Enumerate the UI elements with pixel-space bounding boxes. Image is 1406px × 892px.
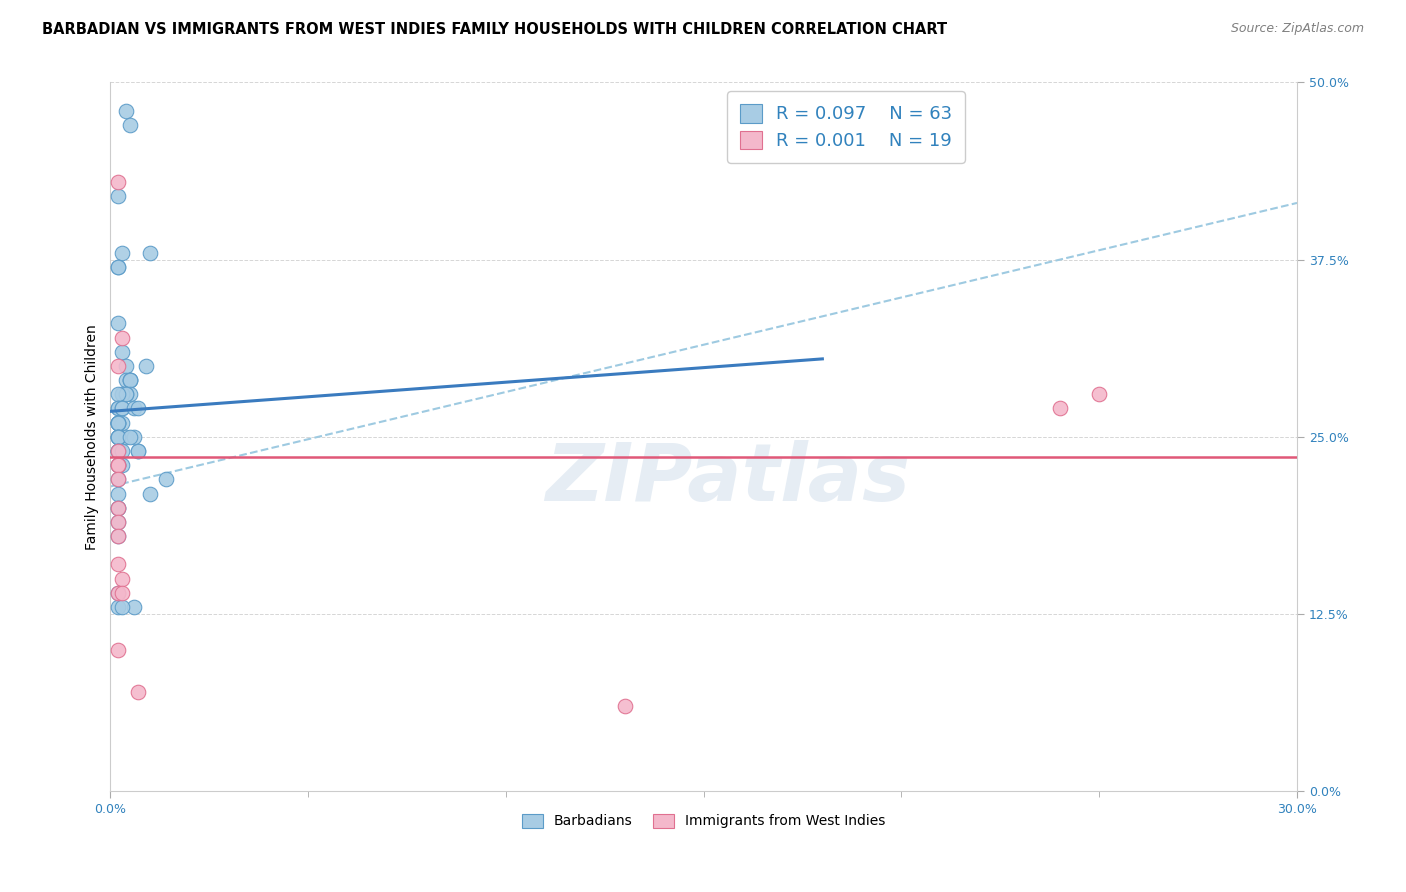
Point: [127, 685, 149, 699]
Point: [139, 245, 162, 260]
Point: [107, 416, 129, 430]
Legend: Barbadians, Immigrants from West Indies: Barbadians, Immigrants from West Indies: [516, 808, 891, 834]
Point: [111, 401, 134, 416]
Point: [107, 430, 129, 444]
Text: BARBADIAN VS IMMIGRANTS FROM WEST INDIES FAMILY HOUSEHOLDS WITH CHILDREN CORRELA: BARBADIAN VS IMMIGRANTS FROM WEST INDIES…: [42, 22, 948, 37]
Point: [107, 416, 129, 430]
Point: [107, 444, 129, 458]
Point: [107, 444, 129, 458]
Point: [107, 500, 129, 515]
Text: Source: ZipAtlas.com: Source: ZipAtlas.com: [1230, 22, 1364, 36]
Point: [115, 387, 138, 401]
Point: [120, 373, 142, 387]
Point: [111, 387, 134, 401]
Point: [122, 599, 145, 614]
Point: [120, 387, 142, 401]
Point: [120, 430, 142, 444]
Point: [122, 401, 145, 416]
Point: [107, 430, 129, 444]
Point: [107, 586, 129, 600]
Point: [107, 458, 129, 473]
Point: [107, 444, 129, 458]
Point: [107, 599, 129, 614]
Point: [107, 458, 129, 473]
Point: [107, 387, 129, 401]
Point: [111, 458, 134, 473]
Point: [111, 245, 134, 260]
Point: [122, 430, 145, 444]
Point: [115, 387, 138, 401]
Point: [135, 359, 157, 373]
Point: [107, 175, 129, 189]
Point: [107, 260, 129, 274]
Point: [111, 586, 134, 600]
Point: [107, 458, 129, 473]
Point: [107, 515, 129, 529]
Point: [107, 444, 129, 458]
Text: ZIPatlas: ZIPatlas: [546, 441, 910, 518]
Point: [111, 387, 134, 401]
Point: [107, 558, 129, 572]
Point: [107, 529, 129, 543]
Point: [107, 260, 129, 274]
Point: [107, 586, 129, 600]
Point: [139, 486, 162, 500]
Point: [111, 416, 134, 430]
Point: [155, 472, 177, 486]
Point: [107, 430, 129, 444]
Point: [107, 500, 129, 515]
Point: [613, 699, 636, 714]
Point: [120, 373, 142, 387]
Point: [107, 642, 129, 657]
Point: [107, 359, 129, 373]
Y-axis label: Family Households with Children: Family Households with Children: [86, 324, 100, 549]
Point: [120, 373, 142, 387]
Point: [107, 189, 129, 203]
Point: [1088, 387, 1111, 401]
Point: [107, 416, 129, 430]
Point: [107, 529, 129, 543]
Point: [111, 344, 134, 359]
Point: [107, 472, 129, 486]
Point: [107, 416, 129, 430]
Point: [107, 430, 129, 444]
Point: [115, 430, 138, 444]
Point: [107, 416, 129, 430]
Point: [107, 444, 129, 458]
Point: [107, 317, 129, 331]
Point: [127, 444, 149, 458]
Point: [107, 401, 129, 416]
Point: [107, 515, 129, 529]
Point: [107, 472, 129, 486]
Point: [107, 458, 129, 473]
Point: [115, 359, 138, 373]
Point: [111, 599, 134, 614]
Point: [111, 330, 134, 344]
Point: [107, 500, 129, 515]
Point: [120, 118, 142, 132]
Point: [111, 444, 134, 458]
Point: [107, 401, 129, 416]
Point: [107, 486, 129, 500]
Point: [127, 444, 149, 458]
Point: [111, 401, 134, 416]
Point: [115, 103, 138, 118]
Point: [111, 572, 134, 586]
Point: [115, 373, 138, 387]
Point: [1049, 401, 1071, 416]
Point: [127, 401, 149, 416]
Point: [107, 416, 129, 430]
